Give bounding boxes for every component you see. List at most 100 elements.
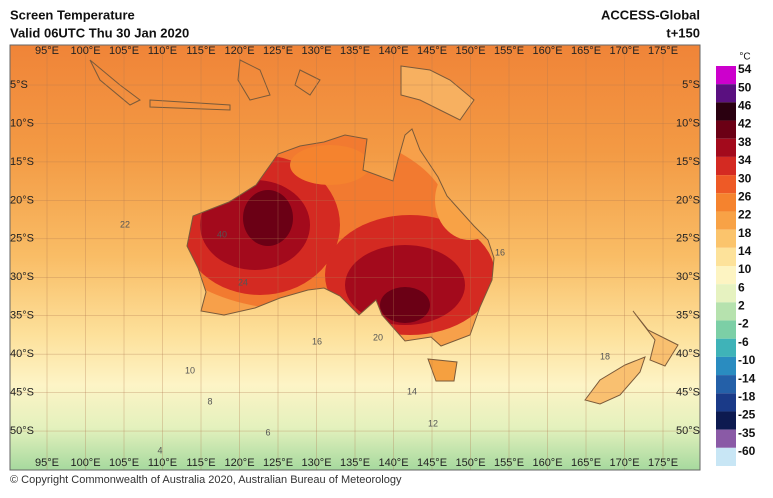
latitude-label: 45°S <box>676 387 700 399</box>
colorbar-label: 22 <box>738 208 752 222</box>
colorbar-label: 50 <box>738 80 752 94</box>
colorbar-label: 26 <box>738 189 752 203</box>
longitude-label: 130°E <box>301 45 331 57</box>
latitude-label: 10°S <box>10 117 34 129</box>
islands <box>89 59 321 111</box>
longitude-label: 175°E <box>648 457 678 469</box>
colorbar-swatch <box>716 447 736 466</box>
latitude-label: 20°S <box>676 194 700 206</box>
title: Screen Temperature <box>10 7 135 22</box>
latitude-label: 5°S <box>682 79 700 91</box>
colorbar-swatch <box>716 66 736 85</box>
latitude-label: 5°S <box>10 79 28 91</box>
colorbar-label: 14 <box>738 244 752 258</box>
longitude-label: 145°E <box>417 457 447 469</box>
colorbar-swatch <box>716 375 736 394</box>
longitude-label: 165°E <box>571 457 601 469</box>
longitude-label: 125°E <box>263 457 293 469</box>
colorbar-label: 18 <box>738 226 752 240</box>
contour-label: 40 <box>217 229 227 239</box>
colorbar-swatch <box>716 193 736 212</box>
colorbar-swatch <box>716 120 736 139</box>
colorbar-label: 10 <box>738 262 752 276</box>
contour-label: 16 <box>312 336 322 346</box>
latitude-label: 45°S <box>10 387 34 399</box>
colorbar-label: 2 <box>738 299 745 313</box>
contour-label: 24 <box>238 277 248 287</box>
latitude-label: 40°S <box>676 348 700 360</box>
new-guinea <box>400 65 475 121</box>
longitude-label: 100°E <box>70 457 100 469</box>
latitude-label: 15°S <box>10 156 34 168</box>
colorbar-label: -10 <box>738 353 756 367</box>
longitude-label: 170°E <box>609 457 639 469</box>
tasmania <box>427 358 458 382</box>
longitude-label: 135°E <box>340 45 370 57</box>
colorbar-swatch <box>716 411 736 430</box>
colorbar-swatch <box>716 102 736 121</box>
colorbar-label: -6 <box>738 335 749 349</box>
colorbar-label: -2 <box>738 317 749 331</box>
contour-label: 8 <box>207 396 212 406</box>
colorbar-swatch <box>716 247 736 266</box>
latitude-label: 30°S <box>10 271 34 283</box>
longitude-label: 110°E <box>148 457 177 469</box>
lead-time: t+150 <box>666 25 700 40</box>
colorbar-label: 54 <box>738 62 752 76</box>
longitude-label: 115°E <box>186 457 215 469</box>
colorbar-swatch <box>716 320 736 339</box>
colorbar-label: -14 <box>738 371 756 385</box>
colorbar-label: 42 <box>738 117 752 131</box>
map-area: 95°E 95°E 100°E 100°E 105°E 105°E 110°E 110°E 11… <box>9 44 701 471</box>
longitude-label: 155°E <box>494 45 524 57</box>
contour-label: 4 <box>157 445 162 455</box>
longitude-label: 130°E <box>301 457 331 469</box>
longitude-label: 120°E <box>224 45 254 57</box>
contour-label: 22 <box>120 219 130 229</box>
longitude-label: 145°E <box>417 45 447 57</box>
colorbar-swatch <box>716 229 736 248</box>
colorbar-label: 6 <box>738 280 745 294</box>
contour-label: 14 <box>407 386 417 396</box>
colorbar-label: 46 <box>738 99 752 113</box>
colorbar-swatch <box>716 156 736 176</box>
valid-time: Valid 06UTC Thu 30 Jan 2020 <box>10 25 189 40</box>
colorbar-label: 30 <box>738 171 752 185</box>
latitude-label: 35°S <box>10 310 34 322</box>
longitude-label: 150°E <box>455 45 485 57</box>
colorbar-swatch <box>716 338 736 357</box>
colorbar-unit: °C <box>739 52 750 63</box>
colorbar-swatch <box>716 211 736 230</box>
contour-label: 10 <box>185 365 195 375</box>
colorbar-swatch <box>716 84 736 103</box>
longitude-label: 95°E <box>35 45 59 57</box>
longitude-label: 105°E <box>109 457 139 469</box>
colorbar-label: -60 <box>738 444 756 458</box>
latitude-label: 30°S <box>676 271 700 283</box>
colorbar-swatch <box>716 429 736 448</box>
longitude-label: 105°E <box>109 45 139 57</box>
latitude-label: 25°S <box>676 233 700 245</box>
latitude-label: 25°S <box>10 233 34 245</box>
longitude-label: 100°E <box>70 45 100 57</box>
longitude-label: 140°E <box>378 457 408 469</box>
colorbar-label: -35 <box>738 426 756 440</box>
contour-label: 18 <box>600 351 610 361</box>
longitude-label: 170°E <box>609 45 639 57</box>
longitude-label: 140°E <box>378 45 408 57</box>
colorbar-label: 34 <box>738 153 752 167</box>
colorbar-label: 38 <box>738 135 752 149</box>
contour-label: 16 <box>495 247 505 257</box>
copyright: © Copyright Commonwealth of Australia 20… <box>10 474 402 486</box>
colorbar-swatch <box>716 175 736 194</box>
longitude-label: 160°E <box>532 457 562 469</box>
latitude-label: 15°S <box>676 156 700 168</box>
longitude-label: 110°E <box>148 45 177 57</box>
latitude-label: 50°S <box>676 425 700 437</box>
model-name: ACCESS-Global <box>601 7 700 22</box>
contour-labels: 22 40 24 20 16 10 8 6 4 14 12 18 16 <box>120 219 610 455</box>
colorbar-swatch <box>716 266 736 285</box>
colorbar-swatch <box>716 138 736 157</box>
longitude-label: 125°E <box>263 45 293 57</box>
longitude-label: 120°E <box>224 457 254 469</box>
